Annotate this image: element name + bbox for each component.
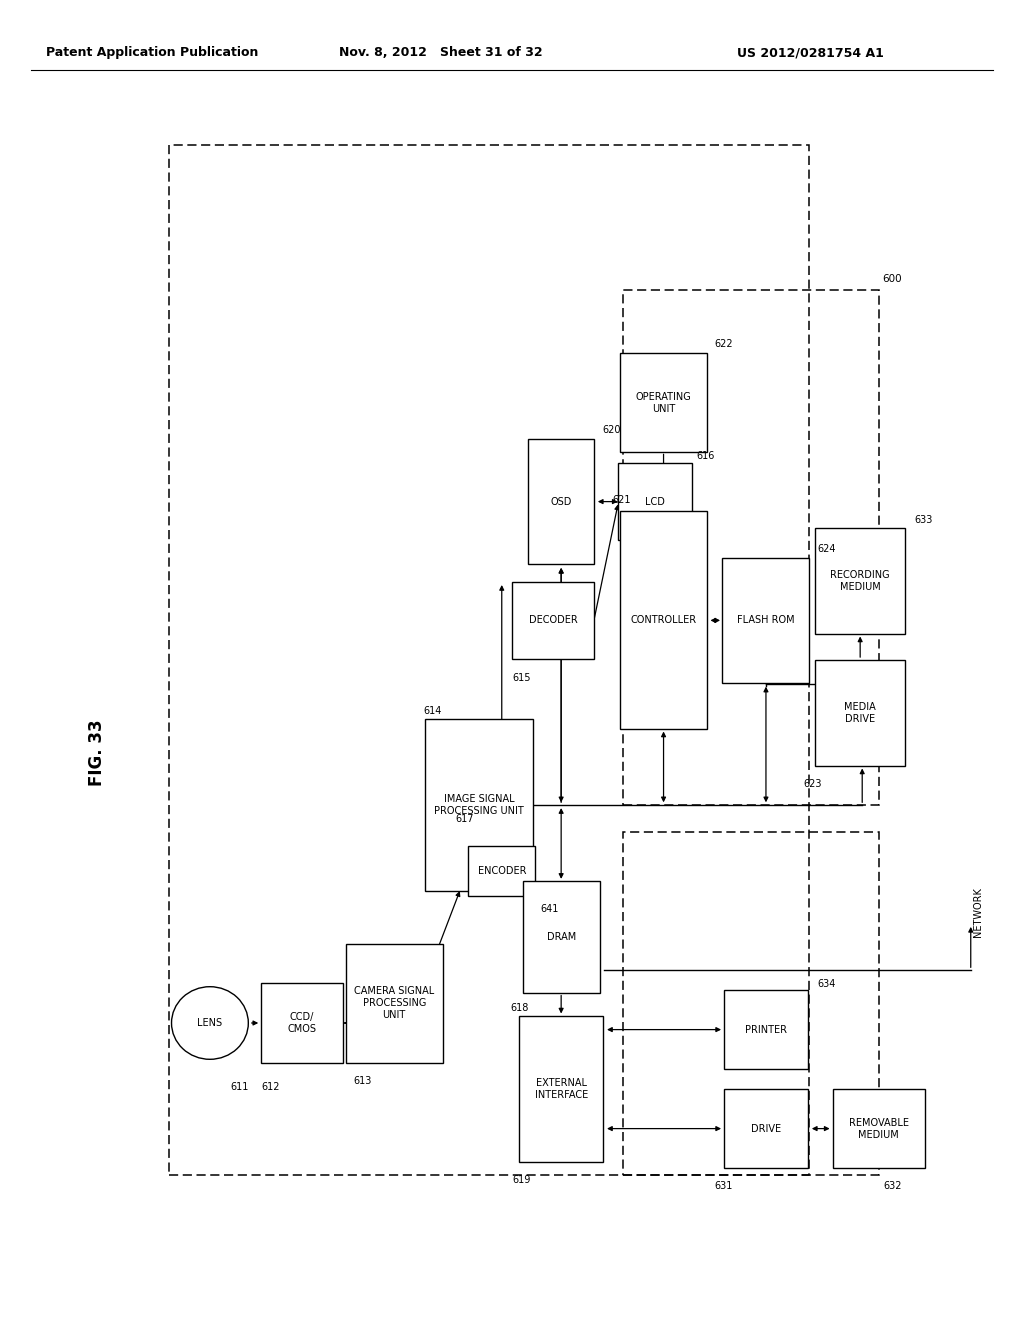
Bar [815,528,905,634]
Bar [523,882,600,993]
Text: US 2012/0281754 A1: US 2012/0281754 A1 [737,46,884,59]
Bar [346,944,442,1063]
Ellipse shape [171,987,248,1059]
Bar [261,983,343,1063]
Text: MEDIA
DRIVE: MEDIA DRIVE [844,702,877,723]
Text: 624: 624 [817,544,836,554]
Text: 631: 631 [715,1181,733,1192]
Bar [724,1089,808,1168]
Text: 623: 623 [804,779,822,789]
Text: OPERATING
UNIT: OPERATING UNIT [636,392,691,413]
Bar [621,511,707,729]
Bar [519,1016,603,1162]
Text: NETWORK: NETWORK [973,887,983,937]
Text: 641: 641 [541,904,559,915]
Text: 621: 621 [612,495,631,506]
Text: 613: 613 [353,1076,372,1086]
Text: 616: 616 [696,451,715,462]
Bar [528,438,594,565]
Text: REMOVABLE
MEDIUM: REMOVABLE MEDIUM [849,1118,908,1139]
Text: RECORDING
MEDIUM: RECORDING MEDIUM [830,570,890,591]
Bar [426,719,534,891]
Bar [169,145,809,1175]
Text: DRIVE: DRIVE [751,1123,781,1134]
Text: FLASH ROM: FLASH ROM [737,615,795,626]
Text: 632: 632 [884,1181,902,1192]
Bar [469,846,535,896]
Text: 622: 622 [715,339,733,350]
Bar [618,463,692,540]
Bar [815,660,905,766]
Text: IMAGE SIGNAL
PROCESSING UNIT: IMAGE SIGNAL PROCESSING UNIT [434,795,524,816]
Text: 633: 633 [914,515,933,525]
Text: ENCODER: ENCODER [477,866,526,876]
Text: EXTERNAL
INTERFACE: EXTERNAL INTERFACE [535,1078,588,1100]
Text: 615: 615 [512,673,530,684]
Text: PRINTER: PRINTER [744,1024,787,1035]
Text: 614: 614 [423,706,441,717]
Text: CCD/
CMOS: CCD/ CMOS [288,1012,316,1034]
Text: 618: 618 [510,1003,528,1014]
Text: FIG. 33: FIG. 33 [88,719,106,785]
Text: 611: 611 [230,1082,249,1093]
Text: OSD: OSD [551,496,571,507]
Bar [512,582,594,659]
Text: 620: 620 [602,425,621,436]
Bar [623,290,879,805]
Text: LCD: LCD [645,496,666,507]
Text: 600: 600 [883,273,902,284]
Text: DRAM: DRAM [547,932,575,942]
Text: 634: 634 [817,979,836,990]
Text: 612: 612 [261,1082,280,1093]
Bar [621,354,707,451]
Text: CAMERA SIGNAL
PROCESSING
UNIT: CAMERA SIGNAL PROCESSING UNIT [354,986,434,1020]
Text: LENS: LENS [198,1018,222,1028]
Bar [723,557,809,682]
Text: Patent Application Publication: Patent Application Publication [46,46,258,59]
Text: DECODER: DECODER [528,615,578,626]
Bar [623,832,879,1175]
Bar [833,1089,925,1168]
Text: CONTROLLER: CONTROLLER [631,615,696,626]
Bar [724,990,808,1069]
Text: 619: 619 [512,1175,530,1185]
Text: Nov. 8, 2012   Sheet 31 of 32: Nov. 8, 2012 Sheet 31 of 32 [339,46,542,59]
Text: 617: 617 [456,814,474,825]
